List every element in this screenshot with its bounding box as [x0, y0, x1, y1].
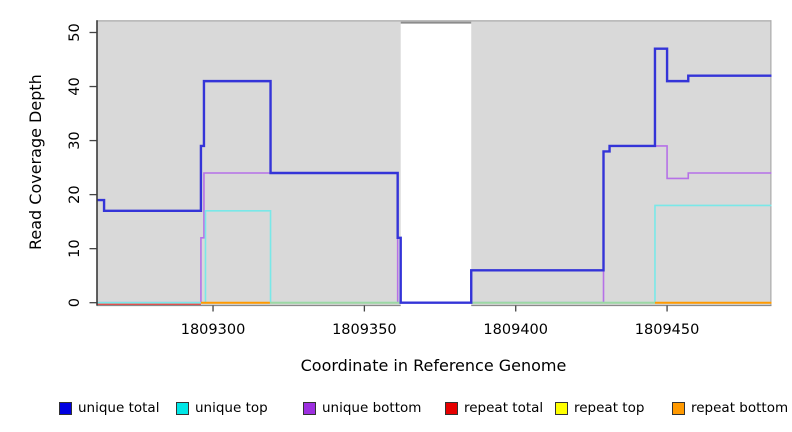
y-tick-label: 40: [67, 77, 83, 95]
y-tick-label: 20: [67, 185, 83, 203]
x-tick-label: 1809400: [483, 322, 548, 338]
x-axis-title: Coordinate in Reference Genome: [300, 356, 567, 375]
legend-label: unique top: [195, 400, 268, 416]
legend-label: repeat top: [574, 400, 645, 416]
y-tick-label: 10: [67, 239, 83, 257]
series-line-unique-top: [96, 204, 772, 304]
y-tick-label: 0: [67, 298, 83, 307]
legend-swatch-unique-bottom: [303, 402, 316, 415]
series-line-unique-total: [96, 47, 772, 304]
legend-label: unique bottom: [322, 400, 422, 416]
legend-label: repeat total: [464, 400, 544, 416]
legend-swatch-repeat-total: [445, 402, 458, 415]
legend-swatch-repeat-top: [555, 402, 568, 415]
x-tick-label: 1809350: [332, 322, 397, 338]
y-tick-label: 50: [67, 23, 83, 41]
legend-swatch-repeat-bottom: [672, 402, 685, 415]
x-tick-label: 1809300: [181, 322, 246, 338]
y-axis-title: Read Coverage Depth: [26, 74, 45, 250]
legend-label: unique total: [78, 400, 160, 416]
legend-swatch-unique-total: [59, 402, 72, 415]
legend-label: repeat bottom: [691, 400, 789, 416]
masked-region: [400, 22, 472, 307]
y-tick-label: 30: [67, 131, 83, 149]
legend-swatch-unique-top: [176, 402, 189, 415]
x-tick-label: 1809450: [635, 322, 700, 338]
